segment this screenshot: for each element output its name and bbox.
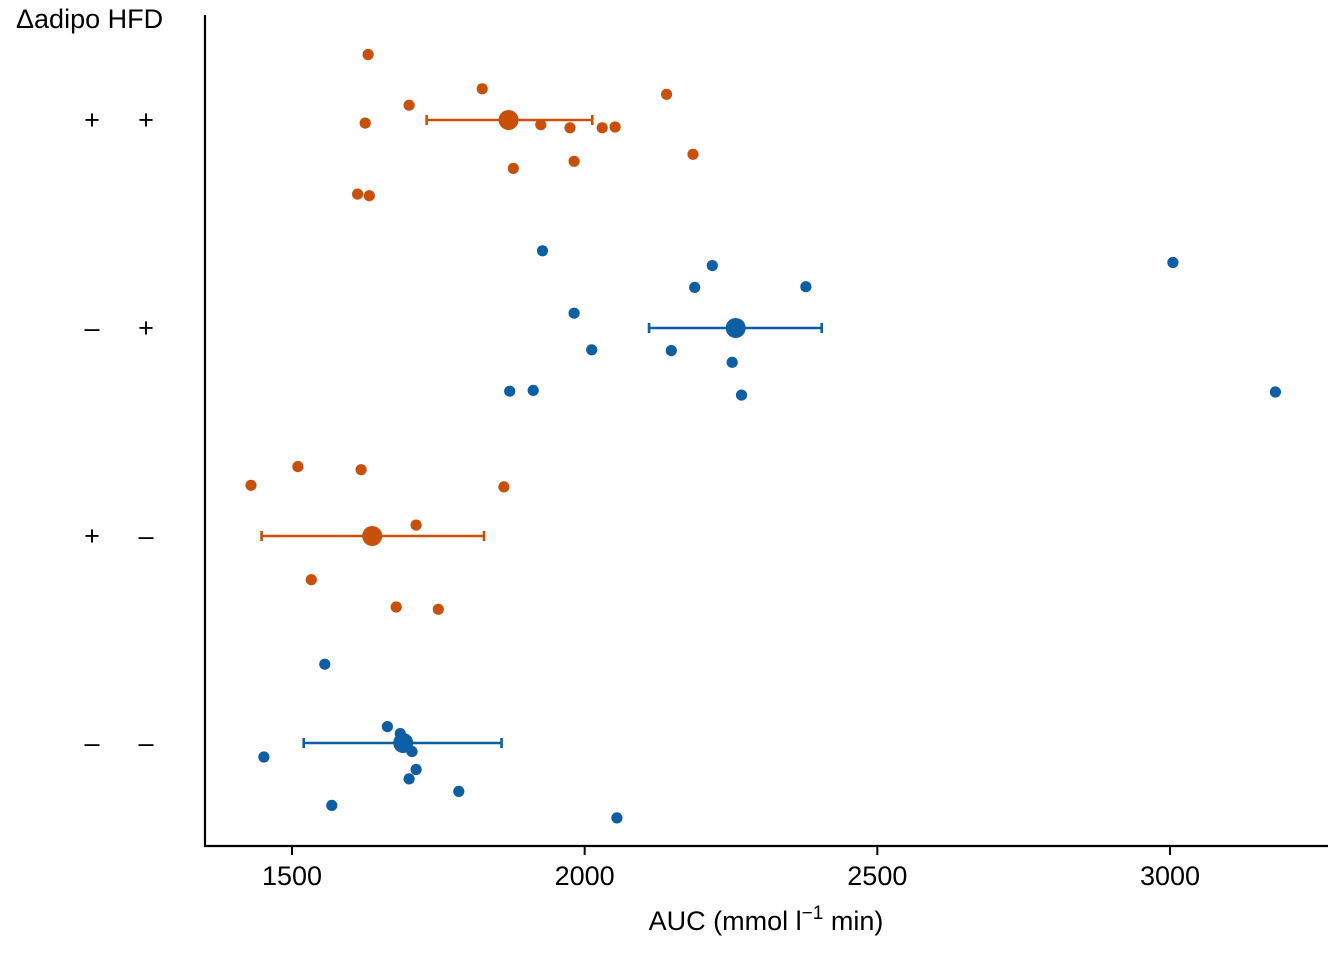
data-point [665,345,677,357]
data-point [362,48,374,61]
data-point [363,190,375,202]
data-point [507,162,519,174]
data-point [352,188,364,200]
factor-header: Δadipo HFD [16,4,163,34]
x-tick-label: 2500 [847,861,907,891]
row-label-hfd: – [138,521,153,551]
data-point [586,344,598,356]
x-axis-ticks: 1500 2000 2500 3000 [262,846,1200,891]
data-point [359,117,371,129]
data-point [1269,386,1281,398]
data-point [305,574,317,586]
data-point [258,751,270,763]
group-mean-marker [725,318,746,338]
data-point [609,121,621,133]
data-point [527,384,539,396]
data-point [689,281,701,293]
row-label-adipo: + [84,521,100,551]
data-point [390,601,402,613]
x-axis-label-main: AUC (mmol l [649,906,802,936]
data-point [535,119,547,131]
data-points [245,48,1281,824]
data-point [432,603,444,615]
data-point [735,389,748,401]
group-row-labels: + + – + + – – – [84,105,154,758]
x-tick-label: 3000 [1140,861,1200,891]
data-point [611,812,623,824]
data-point [568,155,580,167]
x-tick-label: 2000 [555,861,615,891]
x-axis-label-suffix: min) [823,906,883,936]
x-axis-label: AUC (mmol l−1 min) [649,903,884,936]
data-point [245,479,257,491]
data-point [453,785,465,798]
x-axis-label-superscript: −1 [802,903,824,924]
data-point [568,307,580,319]
row-label-hfd: – [138,728,153,758]
row-label-hfd: + [138,313,154,343]
x-tick-label: 1500 [262,861,322,891]
data-point [706,260,718,272]
data-point [403,99,415,111]
data-point [476,83,488,95]
group-means [260,110,824,753]
row-label-adipo: – [84,313,99,343]
data-point [800,281,812,293]
data-point [596,122,608,134]
group-mean-marker [498,110,519,130]
data-point [410,763,422,776]
data-point [536,245,549,257]
group-mean-marker [362,526,383,546]
data-point [355,464,367,476]
data-point [326,799,338,812]
row-label-adipo: – [84,728,99,758]
data-point [292,461,304,473]
data-point [403,773,415,785]
data-point [726,356,738,368]
data-point [687,148,699,160]
data-point [564,122,576,134]
data-point [410,519,422,531]
data-point [1167,256,1179,269]
data-point [661,88,673,100]
data-point [381,721,393,733]
row-label-adipo: + [84,105,100,135]
data-point [504,385,516,397]
row-label-hfd: + [138,105,154,135]
data-point [498,481,510,493]
group-mean-marker [393,733,414,753]
data-point [319,658,331,670]
